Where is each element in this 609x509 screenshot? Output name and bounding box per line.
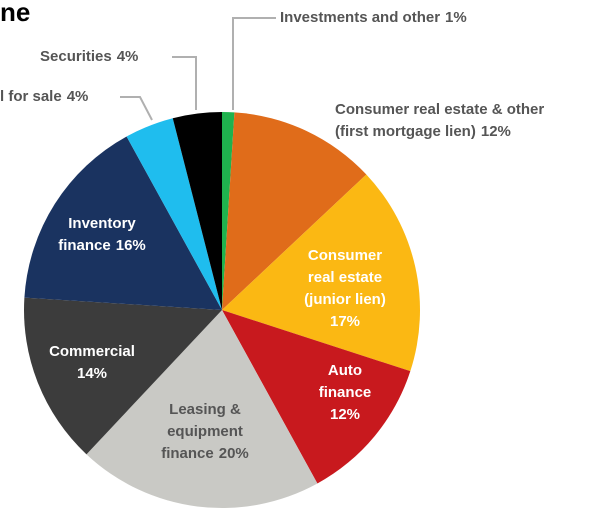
label-line: Consumer real estate & other: [335, 101, 544, 118]
data-label: 4%: [67, 88, 89, 105]
pie-slice: [24, 136, 223, 310]
pie-slice: [222, 112, 367, 310]
label-line: Consumer: [308, 247, 382, 264]
label-line: finance: [319, 384, 372, 401]
label-line: finance: [58, 237, 111, 254]
data-label: 4%: [117, 48, 139, 65]
slice-label: Commercial 14%: [49, 343, 135, 382]
leader-line: [172, 56, 197, 110]
data-label: 14%: [77, 365, 107, 382]
slice-label: l for sale 4%: [0, 88, 88, 105]
label-line: (junior lien): [304, 291, 386, 308]
pie-slice: [222, 174, 421, 372]
chart-title: ne: [0, 0, 30, 27]
label-line: real estate: [308, 269, 382, 286]
pie-slice: [86, 310, 318, 508]
data-label: 16%: [116, 237, 146, 254]
data-label: 12%: [481, 123, 511, 140]
label-line: finance: [161, 445, 214, 462]
label-line: equipment: [167, 423, 243, 440]
data-label: 20%: [219, 445, 249, 462]
pie-slice: [23, 297, 223, 455]
pie-slice: [172, 112, 222, 310]
leader-line: [120, 96, 153, 121]
data-label: 12%: [330, 406, 360, 423]
pie-slice: [222, 310, 411, 484]
label-line: Inventory: [68, 215, 136, 232]
leader-line: [232, 17, 276, 110]
label-line: Auto: [328, 362, 362, 379]
label-line: l for sale: [0, 88, 62, 105]
label-line: (first mortgage lien): [335, 123, 476, 140]
data-label: 17%: [330, 313, 360, 330]
label-line: Securities: [40, 48, 112, 65]
slice-label: Securities 4%: [40, 48, 138, 65]
slice-label: Inventory finance 16%: [58, 215, 146, 254]
slice-label: Auto finance 12%: [319, 362, 372, 423]
data-label: 1%: [445, 9, 467, 26]
slice-label: Consumer real estate (junior lien) 17%: [304, 247, 386, 330]
slice-label: Consumer real estate & other (first mortg…: [335, 101, 544, 140]
slice-label: Investments and other 1%: [280, 9, 467, 26]
pie-slice: [126, 118, 222, 310]
label-line: Investments and other: [280, 9, 440, 26]
label-line: Leasing &: [169, 401, 241, 418]
label-line: Commercial: [49, 343, 135, 360]
slice-label: Leasing & equipment finance 20%: [161, 401, 249, 462]
pie-slice: [222, 112, 235, 310]
